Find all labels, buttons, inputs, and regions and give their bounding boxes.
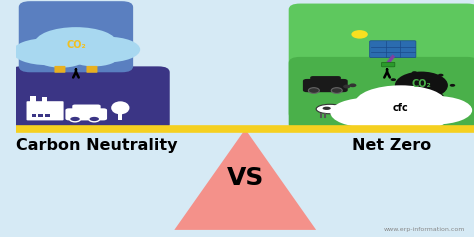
Text: VS: VS xyxy=(227,166,264,190)
Circle shape xyxy=(391,78,396,81)
Ellipse shape xyxy=(316,104,344,114)
FancyBboxPatch shape xyxy=(289,4,474,120)
FancyBboxPatch shape xyxy=(19,1,133,72)
Ellipse shape xyxy=(393,108,448,129)
FancyBboxPatch shape xyxy=(72,105,100,113)
Bar xyxy=(30,96,36,102)
Bar xyxy=(32,114,36,117)
Circle shape xyxy=(309,88,319,93)
Ellipse shape xyxy=(322,107,331,110)
FancyBboxPatch shape xyxy=(370,41,416,58)
FancyBboxPatch shape xyxy=(382,62,395,67)
Text: Net Zero: Net Zero xyxy=(352,138,431,153)
Circle shape xyxy=(70,116,81,122)
Circle shape xyxy=(438,74,444,77)
FancyBboxPatch shape xyxy=(303,79,348,92)
Text: Carbon Neutrality: Carbon Neutrality xyxy=(16,138,177,153)
FancyBboxPatch shape xyxy=(55,66,65,73)
FancyBboxPatch shape xyxy=(65,108,107,120)
Ellipse shape xyxy=(69,47,119,66)
Circle shape xyxy=(89,116,100,122)
Ellipse shape xyxy=(12,38,82,65)
Circle shape xyxy=(412,97,417,100)
Ellipse shape xyxy=(111,101,129,114)
Ellipse shape xyxy=(357,109,412,130)
Circle shape xyxy=(395,72,448,99)
Bar xyxy=(46,114,50,117)
FancyBboxPatch shape xyxy=(27,101,64,120)
Circle shape xyxy=(336,104,350,111)
Ellipse shape xyxy=(35,27,117,59)
Circle shape xyxy=(351,30,368,39)
Text: CO₂: CO₂ xyxy=(66,40,86,50)
Ellipse shape xyxy=(355,85,447,121)
Text: CO₂: CO₂ xyxy=(411,79,431,89)
Bar xyxy=(118,114,122,120)
Ellipse shape xyxy=(74,37,140,62)
Circle shape xyxy=(450,84,455,87)
Polygon shape xyxy=(174,129,316,230)
Circle shape xyxy=(349,83,356,87)
Bar xyxy=(38,114,43,117)
Text: cfc: cfc xyxy=(393,103,409,113)
Circle shape xyxy=(412,71,417,74)
Ellipse shape xyxy=(399,96,472,124)
Circle shape xyxy=(391,90,396,92)
FancyBboxPatch shape xyxy=(86,66,98,73)
FancyBboxPatch shape xyxy=(289,57,474,130)
FancyBboxPatch shape xyxy=(310,76,341,85)
FancyBboxPatch shape xyxy=(9,66,170,130)
Ellipse shape xyxy=(330,98,407,128)
Circle shape xyxy=(343,85,350,88)
Text: www.erp-information.com: www.erp-information.com xyxy=(383,227,465,232)
Circle shape xyxy=(438,94,444,97)
Bar xyxy=(42,97,47,102)
Ellipse shape xyxy=(36,49,86,68)
Circle shape xyxy=(331,88,342,93)
